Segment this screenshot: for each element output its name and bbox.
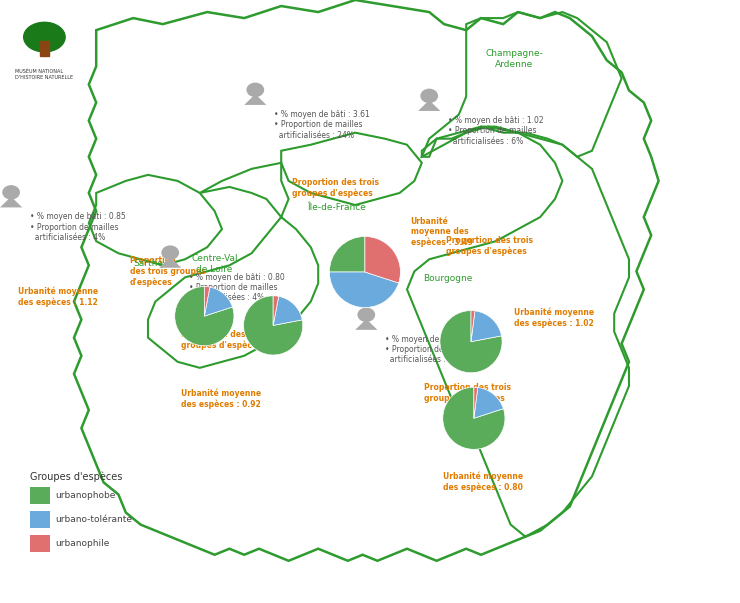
Polygon shape xyxy=(418,100,440,111)
Wedge shape xyxy=(474,388,503,418)
FancyBboxPatch shape xyxy=(30,535,50,552)
Wedge shape xyxy=(471,311,502,342)
Text: Proportion des trois
groupes d'espèces: Proportion des trois groupes d'espèces xyxy=(181,330,269,350)
Wedge shape xyxy=(474,387,478,418)
Text: MUSÉUM NATIONAL
D'HISTOIRE NATURELLE: MUSÉUM NATIONAL D'HISTOIRE NATURELLE xyxy=(15,69,73,80)
Circle shape xyxy=(246,83,264,97)
Text: Groupes d'espèces: Groupes d'espèces xyxy=(30,472,122,482)
Circle shape xyxy=(420,89,438,103)
Bar xyxy=(40,41,49,56)
Text: • % moyen de bâti : 1.02
• Proportion de mailles
  artificialisées : 6%: • % moyen de bâti : 1.02 • Proportion de… xyxy=(448,116,543,145)
Wedge shape xyxy=(273,296,302,326)
Wedge shape xyxy=(273,296,279,326)
Wedge shape xyxy=(329,272,399,308)
Wedge shape xyxy=(440,311,502,373)
Wedge shape xyxy=(204,287,232,316)
Text: urbanophobe: urbanophobe xyxy=(56,491,116,499)
Text: Urbanité moyenne
des espèces : 1.02: Urbanité moyenne des espèces : 1.02 xyxy=(514,308,594,328)
Text: Proportion des trois
groupes d'espèces: Proportion des trois groupes d'espèces xyxy=(292,178,380,198)
Polygon shape xyxy=(244,94,266,105)
Text: Île-de-France: Île-de-France xyxy=(307,203,366,212)
Circle shape xyxy=(24,22,65,52)
Wedge shape xyxy=(365,236,400,283)
Text: Urbanité moyenne
des espèces : 0.80: Urbanité moyenne des espèces : 0.80 xyxy=(443,472,522,492)
Polygon shape xyxy=(0,197,22,207)
Text: • % moyen de bâti : 0.85
• Proportion de mailles
  artificialisées : 4%: • % moyen de bâti : 0.85 • Proportion de… xyxy=(30,212,125,242)
Text: Bourgogne: Bourgogne xyxy=(423,274,472,283)
Text: Urbanité
moyenne des
espèces : 3.49: Urbanité moyenne des espèces : 3.49 xyxy=(411,217,473,247)
Wedge shape xyxy=(443,387,505,449)
Text: Centre-Val
de Loire: Centre-Val de Loire xyxy=(191,254,238,274)
FancyBboxPatch shape xyxy=(30,487,50,504)
Wedge shape xyxy=(471,311,475,342)
Circle shape xyxy=(357,308,375,322)
Wedge shape xyxy=(204,286,210,316)
Text: Champagne-
Ardenne: Champagne- Ardenne xyxy=(485,49,543,69)
Text: urbanophile: urbanophile xyxy=(56,539,110,548)
Text: Urbanité moyenne
des espèces : 0.92: Urbanité moyenne des espèces : 0.92 xyxy=(181,389,261,409)
Circle shape xyxy=(2,185,20,200)
Wedge shape xyxy=(329,236,365,272)
Circle shape xyxy=(161,245,179,260)
Text: Proportion des trois
groupes d'espèces: Proportion des trois groupes d'espèces xyxy=(424,383,511,403)
Text: • % moyen de bâti : 0.80
• Proportion de mailles
  artificialisées : 4%: • % moyen de bâti : 0.80 • Proportion de… xyxy=(189,273,284,302)
FancyBboxPatch shape xyxy=(30,511,50,528)
Text: Sarthe: Sarthe xyxy=(133,259,163,268)
Text: urbano-tolérante: urbano-tolérante xyxy=(56,515,132,523)
Polygon shape xyxy=(159,257,181,268)
Text: Proportion des trois
groupes d'espèces: Proportion des trois groupes d'espèces xyxy=(446,236,534,256)
Wedge shape xyxy=(243,296,303,355)
Wedge shape xyxy=(175,286,234,346)
Text: Proportion
des trois groupes
d'espèces: Proportion des trois groupes d'espèces xyxy=(130,256,205,286)
Text: • % moyen de bâti : 0.8
• Proportion de mailles
  artificialisées : 3%: • % moyen de bâti : 0.8 • Proportion de … xyxy=(385,335,476,364)
Text: Urbanité moyenne
des espèces : 1.12: Urbanité moyenne des espèces : 1.12 xyxy=(18,286,98,307)
Polygon shape xyxy=(355,319,377,330)
Text: • % moyen de bâti : 3.61
• Proportion de mailles
  artificialisées : 24%: • % moyen de bâti : 3.61 • Proportion de… xyxy=(274,110,369,139)
